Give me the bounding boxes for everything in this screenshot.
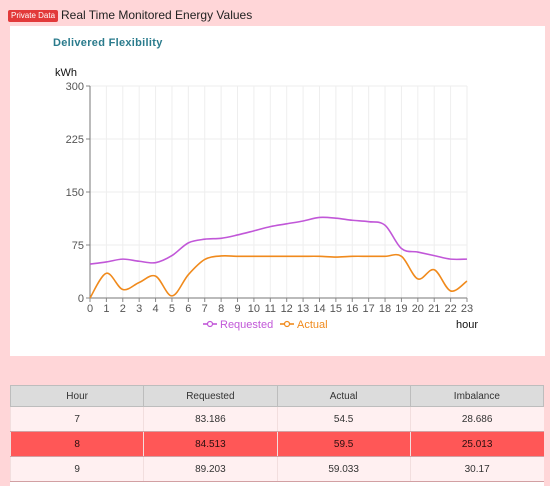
y-tick-label: 75 bbox=[72, 240, 84, 252]
series-line-requested bbox=[89, 216, 468, 265]
header-bar: Private Data Real Time Monitored Energy … bbox=[0, 0, 550, 28]
x-tick-label: 14 bbox=[313, 303, 325, 315]
y-tick-label: 300 bbox=[66, 81, 84, 93]
x-tick-label: 15 bbox=[330, 303, 342, 315]
chart-panel: Delivered Flexibility kWh hour 0 75 150 225… bbox=[10, 26, 545, 356]
y-tick-label: 225 bbox=[66, 134, 84, 146]
column-header-actual[interactable]: Actual bbox=[276, 385, 411, 407]
table-cell-requested: 83.186 bbox=[143, 406, 277, 432]
y-tick-label: 0 bbox=[78, 293, 84, 305]
x-tick-label: 18 bbox=[379, 303, 391, 315]
x-tick-label: 21 bbox=[428, 303, 440, 315]
table-cell-requested: 89.203 bbox=[143, 456, 277, 482]
x-tick-label: 12 bbox=[281, 303, 293, 315]
x-axis-label: hour bbox=[456, 319, 479, 331]
x-tick-label: 22 bbox=[444, 303, 456, 315]
x-tick-label: 17 bbox=[363, 303, 375, 315]
private-data-badge: Private Data bbox=[8, 10, 59, 22]
table-cell-imbalance: 30.17 bbox=[409, 456, 544, 482]
table-cell-hour: 8 bbox=[9, 431, 144, 457]
x-tick-label: 2 bbox=[120, 303, 126, 315]
legend-marker-requested bbox=[206, 320, 214, 328]
x-tick-label: 0 bbox=[87, 303, 93, 315]
x-tick-label: 11 bbox=[265, 303, 276, 315]
x-tick-label: 9 bbox=[234, 303, 240, 315]
column-header-hour[interactable]: Hour bbox=[9, 385, 145, 407]
column-header-imbalance[interactable]: Imbalance bbox=[409, 385, 545, 407]
x-tick-label: 5 bbox=[169, 303, 175, 315]
x-tick-label: 1 bbox=[103, 303, 109, 315]
x-tick-label: 13 bbox=[297, 303, 309, 315]
series-line-actual bbox=[89, 253, 468, 299]
x-tick-label: 19 bbox=[395, 303, 407, 315]
table-cell-actual: 59.5 bbox=[276, 431, 411, 457]
y-tick-label: 150 bbox=[66, 187, 84, 199]
table-cell-hour: 7 bbox=[9, 406, 144, 432]
table-cell-hour: 9 bbox=[9, 456, 144, 482]
x-tick-label: 7 bbox=[202, 303, 208, 315]
x-tick-label: 4 bbox=[153, 303, 159, 315]
page-title: Real Time Monitored Energy Values bbox=[61, 8, 253, 22]
x-tick-label: 16 bbox=[346, 303, 358, 315]
x-tick-label: 3 bbox=[136, 303, 142, 315]
table-header-row: Hour Requested Actual Imbalance bbox=[9, 385, 545, 407]
table-cell-actual: 59.033 bbox=[276, 456, 411, 482]
legend-label-actual: Actual bbox=[297, 319, 328, 331]
chart-title: Delivered Flexibility bbox=[53, 37, 163, 49]
table-cell-actual: 54.5 bbox=[276, 406, 411, 432]
table-row[interactable]: 9 89.203 59.033 30.17 bbox=[9, 456, 544, 482]
table-cell-requested: 84.513 bbox=[143, 431, 277, 457]
legend-marker-actual bbox=[283, 320, 291, 328]
x-tick-label: 20 bbox=[412, 303, 424, 315]
column-header-requested[interactable]: Requested bbox=[143, 385, 278, 407]
x-tick-label: 23 bbox=[461, 303, 473, 315]
table-cell-imbalance: 25.013 bbox=[409, 431, 544, 457]
table-row[interactable]: 8 84.513 59.5 25.013 bbox=[9, 431, 544, 457]
y-axis-label: kWh bbox=[55, 67, 77, 79]
x-tick-label: 8 bbox=[218, 303, 224, 315]
legend-label-requested: Requested bbox=[220, 319, 273, 331]
x-tick-label: 6 bbox=[185, 303, 191, 315]
hourly-table: Hour Requested Actual Imbalance 7 83.186 5… bbox=[9, 385, 545, 486]
table-cell-imbalance: 28.686 bbox=[409, 406, 544, 432]
x-tick-label: 10 bbox=[248, 303, 260, 315]
table-row[interactable]: 7 83.186 54.5 28.686 bbox=[9, 406, 544, 432]
